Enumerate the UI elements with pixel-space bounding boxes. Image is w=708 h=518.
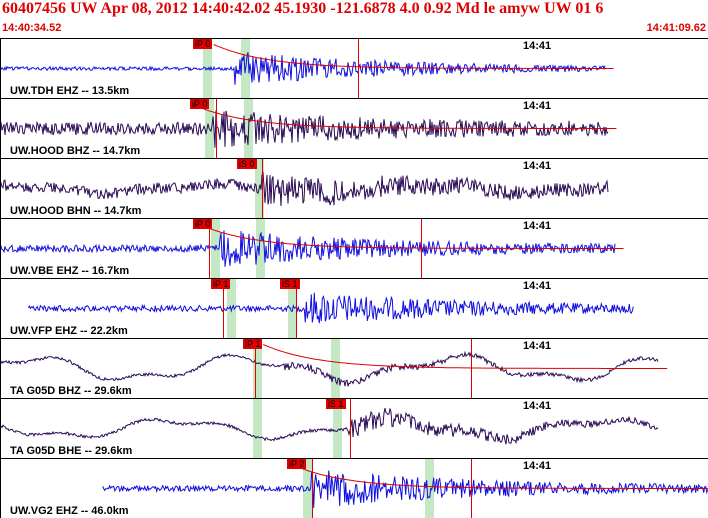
pick-marker[interactable] [296,279,297,338]
waveform [0,171,609,207]
waveform-line [0,110,609,148]
station-label: TA G05D BHZ -- 29.6km [10,385,132,397]
pick-label[interactable]: iP 0 [193,219,213,229]
trace-panel[interactable]: iP 0 14:41 UW.VBE EHZ -- 16.7km [0,218,708,278]
station-label: UW.VBE EHZ -- 16.7km [10,265,130,277]
pick-label[interactable]: iP 1 [243,339,263,349]
trace-panel[interactable]: iS 1 14:41 TA G05D BHE -- 29.6km [0,398,708,458]
pick-label[interactable]: iP 1 [211,279,231,289]
station-label: UW.VG2 EHZ -- 46.0km [10,505,129,517]
pick-label[interactable]: iS 1 [326,399,346,409]
pick-label[interactable]: iS 1 [280,279,300,289]
waveform-line [0,230,616,267]
trace-panel[interactable]: iP 1 14:41 TA G05D BHZ -- 29.6km [0,338,708,398]
pick-window [425,459,434,518]
pick-marker[interactable] [358,39,359,98]
time-tick: 14:41 [523,100,552,112]
trace-panel[interactable]: iS 0 14:41 UW.HOOD BHN -- 14.7km [0,158,708,218]
waveform [0,224,624,267]
time-tick: 14:41 [523,460,552,472]
time-tick: 14:41 [523,40,552,52]
header-bar: 60407456 UW Apr 08, 2012 14:40:42.02 45.… [0,0,708,38]
pick-marker[interactable] [255,339,256,398]
pick-label[interactable]: iP 0 [193,39,213,49]
waveform [0,44,614,85]
waveform-line [0,407,659,445]
pick-window [331,339,340,398]
event-title: 60407456 UW Apr 08, 2012 14:40:42.02 45.… [2,0,604,17]
pick-marker[interactable] [223,279,224,338]
waveform-line [0,52,606,85]
pick-label[interactable]: iP 2 [287,459,307,469]
time-end: 14:41:09.62 [646,22,706,34]
pick-marker[interactable] [312,459,313,518]
coda-fit-line [199,224,624,249]
trace-panel[interactable]: iP 0 14:41 UW.HOOD BHZ -- 14.7km [0,98,708,158]
station-label: UW.VFP EHZ -- 22.2km [10,325,128,337]
station-label: UW.TDH EHZ -- 13.5km [10,85,130,97]
pick-marker[interactable] [471,459,472,518]
waveform-line [102,470,708,508]
station-label: UW.HOOD BHZ -- 14.7km [10,145,141,157]
trace-panel[interactable]: iP 2 14:41 UW.VG2 EHZ -- 46.0km [0,458,708,518]
waveform [0,344,668,387]
time-tick: 14:41 [523,220,552,232]
pick-marker[interactable] [209,219,210,278]
pick-label[interactable]: iS 0 [237,159,257,169]
time-tick: 14:41 [523,400,552,412]
pick-window [253,399,262,458]
waveform [102,464,708,508]
trace-panel[interactable]: iP 0 14:41 UW.TDH EHZ -- 13.5km [0,38,708,98]
waveform [27,292,634,324]
waveform [0,407,659,445]
station-label: UW.HOOD BHN -- 14.7km [10,205,142,217]
time-tick: 14:41 [523,280,552,292]
waveform-line [0,350,659,387]
waveform-line [0,171,609,207]
waveform [0,104,617,148]
station-label: TA G05D BHE -- 29.6km [10,445,133,457]
pick-window [303,459,312,518]
trace-panel[interactable]: iP 1 iS 1 14:41 UW.VFP EHZ -- 22.2km [0,278,708,338]
pick-marker[interactable] [350,399,351,458]
time-tick: 14:41 [523,160,552,172]
pick-marker[interactable] [216,99,217,158]
time-tick: 14:41 [523,340,552,352]
pick-marker[interactable] [262,159,263,218]
coda-fit-line [213,44,614,69]
pick-marker[interactable] [471,339,472,398]
time-start: 14:40:34.52 [2,22,62,34]
coda-fit-line [291,464,708,489]
pick-marker[interactable] [421,219,422,278]
pick-label[interactable]: iP 0 [190,99,210,109]
waveform-line [27,292,634,324]
pick-window [256,219,265,278]
coda-fit-line [192,104,617,129]
pick-window [333,399,342,458]
coda-fit-line [263,344,668,369]
pick-window [253,339,262,398]
